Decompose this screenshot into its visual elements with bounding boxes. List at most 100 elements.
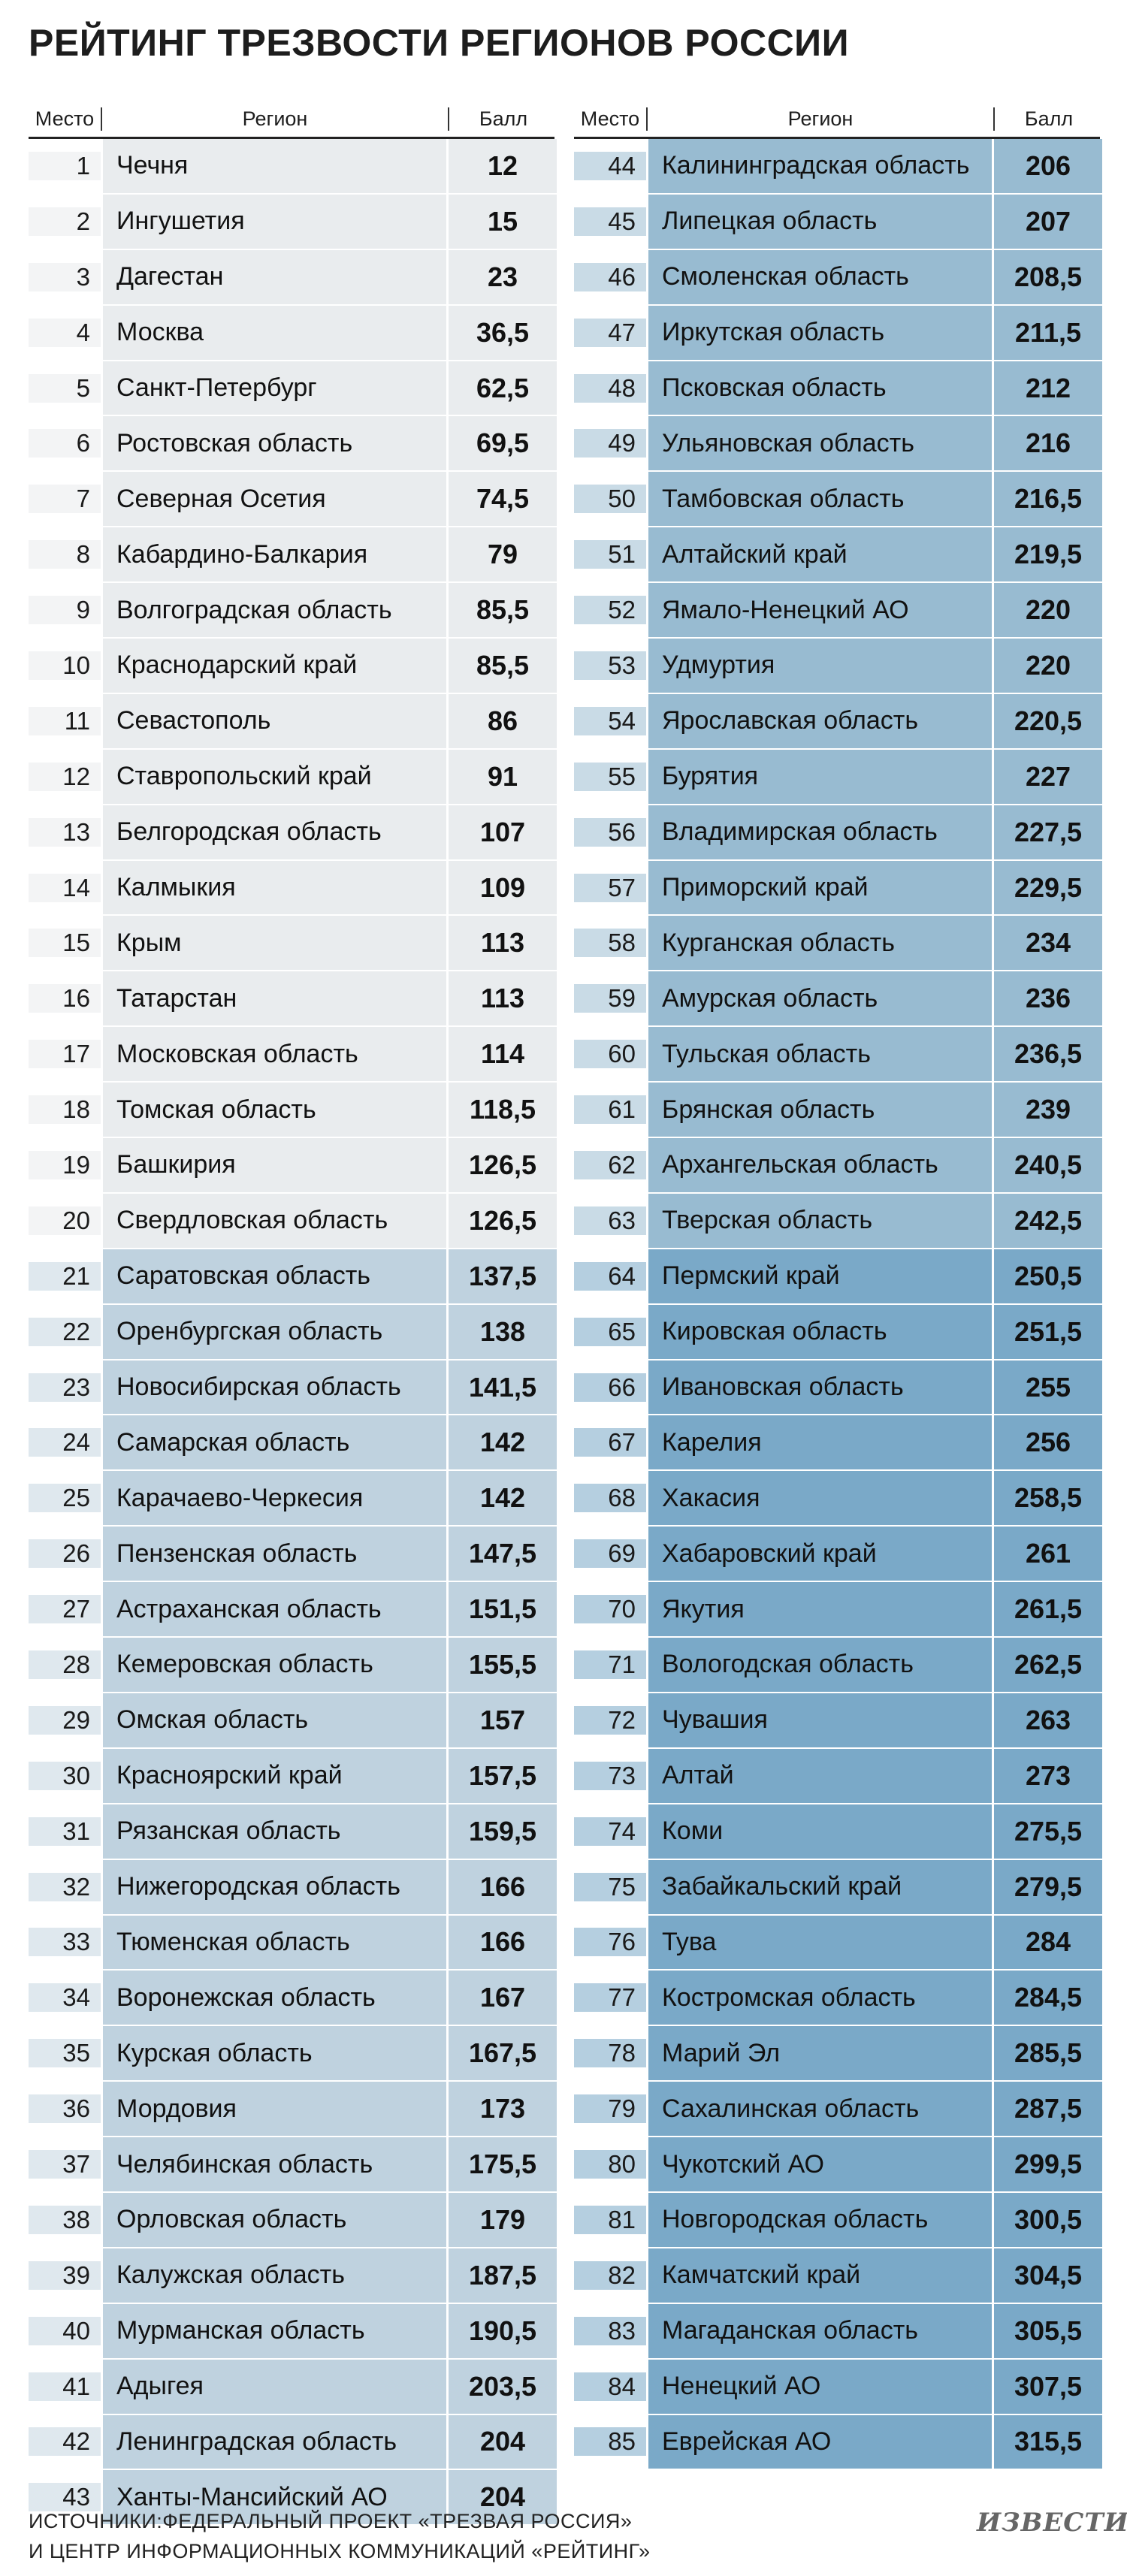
- score-cell: 261: [992, 1527, 1102, 1581]
- place-cell: 32: [29, 1872, 101, 1901]
- place-cell: 49: [574, 429, 646, 458]
- table-row: 54 Ярославская область 220,5: [574, 693, 1102, 750]
- score-cell: 107: [446, 805, 557, 859]
- score-cell: 126,5: [446, 1138, 557, 1192]
- place-cell: 81: [574, 2205, 646, 2234]
- table-header: Место Регион Балл: [29, 101, 554, 139]
- place-cell: 14: [29, 873, 101, 902]
- score-cell: 279,5: [992, 1859, 1102, 1914]
- table-row: 61 Брянская область 239: [574, 1083, 1102, 1139]
- region-cell: Калмыкия: [101, 860, 446, 915]
- region-cell: Крым: [101, 916, 446, 971]
- table-row: 36 Мордовия 173: [29, 2082, 557, 2138]
- score-cell: 315,5: [992, 2414, 1102, 2469]
- region-cell: Пензенская область: [101, 1527, 446, 1581]
- table-row: 85 Еврейская АО 315,5: [574, 2414, 1102, 2471]
- region-cell: Марий Эл: [646, 2026, 992, 2081]
- place-cell: 7: [29, 485, 101, 514]
- region-cell: Приморский край: [646, 860, 992, 915]
- header-score: Балл: [448, 107, 557, 131]
- table-row: 66 Ивановская область 255: [574, 1360, 1102, 1416]
- table-row: 73 Алтай 273: [574, 1748, 1102, 1804]
- region-cell: Омская область: [101, 1693, 446, 1747]
- region-cell: Тверская область: [646, 1193, 992, 1248]
- place-cell: 73: [574, 1761, 646, 1790]
- page-title: РЕЙТИНГ ТРЕЗВОСТИ РЕГИОНОВ РОССИИ: [29, 22, 850, 64]
- score-cell: 216,5: [992, 472, 1102, 527]
- place-cell: 77: [574, 1983, 646, 2013]
- table-row: 47 Иркутская область 211,5: [574, 305, 1102, 361]
- place-cell: 1: [29, 151, 101, 180]
- table-row: 46 Смоленская область 208,5: [574, 249, 1102, 306]
- region-cell: Вологодская область: [646, 1638, 992, 1692]
- place-cell: 82: [574, 2260, 646, 2290]
- place-cell: 50: [574, 485, 646, 514]
- place-cell: 60: [574, 1040, 646, 1069]
- score-cell: 12: [446, 139, 557, 193]
- region-cell: Ульяновская область: [646, 416, 992, 471]
- place-cell: 48: [574, 373, 646, 403]
- table-row: 72 Чувашия 263: [574, 1693, 1102, 1749]
- region-cell: Астраханская область: [101, 1582, 446, 1637]
- score-cell: 85,5: [446, 583, 557, 638]
- region-cell: Ямало-Ненецкий АО: [646, 583, 992, 638]
- place-cell: 33: [29, 1928, 101, 1957]
- table-row: 45 Липецкая область 207: [574, 194, 1102, 250]
- table-row: 84 Ненецкий АО 307,5: [574, 2359, 1102, 2415]
- table-row: 10 Краснодарский край 85,5: [29, 639, 557, 694]
- score-cell: 79: [446, 527, 557, 582]
- region-cell: Красноярский край: [101, 1748, 446, 1803]
- score-cell: 208,5: [992, 249, 1102, 304]
- region-cell: Ханты-Мансийский АО: [101, 2470, 446, 2525]
- table-row: 34 Воронежская область 167: [29, 1971, 557, 2027]
- region-cell: Карелия: [646, 1415, 992, 1470]
- region-cell: Санкт-Петербург: [101, 361, 446, 415]
- score-cell: 261,5: [992, 1582, 1102, 1637]
- region-cell: Ленинградская область: [101, 2414, 446, 2469]
- region-cell: Иркутская область: [646, 305, 992, 360]
- region-cell: Адыгея: [101, 2359, 446, 2414]
- region-cell: Тульская область: [646, 1027, 992, 1082]
- place-cell: 19: [29, 1150, 101, 1179]
- score-cell: 113: [446, 971, 557, 1026]
- table-row: 53 Удмуртия 220: [574, 639, 1102, 694]
- table-row: 74 Коми 275,5: [574, 1804, 1102, 1860]
- score-cell: 141,5: [446, 1360, 557, 1415]
- place-cell: 85: [574, 2427, 646, 2457]
- table-row: 64 Пермский край 250,5: [574, 1249, 1102, 1305]
- table-row: 80 Чукотский АО 299,5: [574, 2137, 1102, 2193]
- score-cell: 190,5: [446, 2303, 557, 2358]
- table-row: 65 Кировская область 251,5: [574, 1304, 1102, 1360]
- score-cell: 204: [446, 2414, 557, 2469]
- place-cell: 43: [29, 2483, 101, 2512]
- score-cell: 151,5: [446, 1582, 557, 1637]
- place-cell: 4: [29, 318, 101, 347]
- table-row: 75 Забайкальский край 279,5: [574, 1859, 1102, 1916]
- score-cell: 242,5: [992, 1193, 1102, 1248]
- place-cell: 54: [574, 706, 646, 735]
- table-row: 76 Тува 284: [574, 1915, 1102, 1971]
- table-row: 12 Ставропольский край 91: [29, 749, 557, 805]
- region-cell: Курганская область: [646, 916, 992, 971]
- place-cell: 66: [574, 1373, 646, 1402]
- region-cell: Тува: [646, 1915, 992, 1970]
- sources-line-2: И ЦЕНТР ИНФОРМАЦИОННЫХ КОММУНИКАЦИЙ «РЕЙ…: [29, 2540, 651, 2562]
- place-cell: 56: [574, 817, 646, 847]
- region-cell: Свердловская область: [101, 1193, 446, 1248]
- region-cell: Северная Осетия: [101, 472, 446, 527]
- place-cell: 30: [29, 1761, 101, 1790]
- place-cell: 44: [574, 151, 646, 180]
- table-row: 71 Вологодская область 262,5: [574, 1638, 1102, 1693]
- score-cell: 284,5: [992, 1971, 1102, 2025]
- score-cell: 113: [446, 916, 557, 971]
- score-cell: 138: [446, 1304, 557, 1359]
- region-cell: Орловская область: [101, 2192, 446, 2247]
- place-cell: 51: [574, 540, 646, 569]
- score-cell: 262,5: [992, 1638, 1102, 1692]
- table-row: 1 Чечня 12: [29, 139, 557, 195]
- place-cell: 79: [574, 2094, 646, 2124]
- region-cell: Московская область: [101, 1027, 446, 1082]
- table-row: 77 Костромская область 284,5: [574, 1971, 1102, 2027]
- place-cell: 67: [574, 1428, 646, 1457]
- region-cell: Амурская область: [646, 971, 992, 1026]
